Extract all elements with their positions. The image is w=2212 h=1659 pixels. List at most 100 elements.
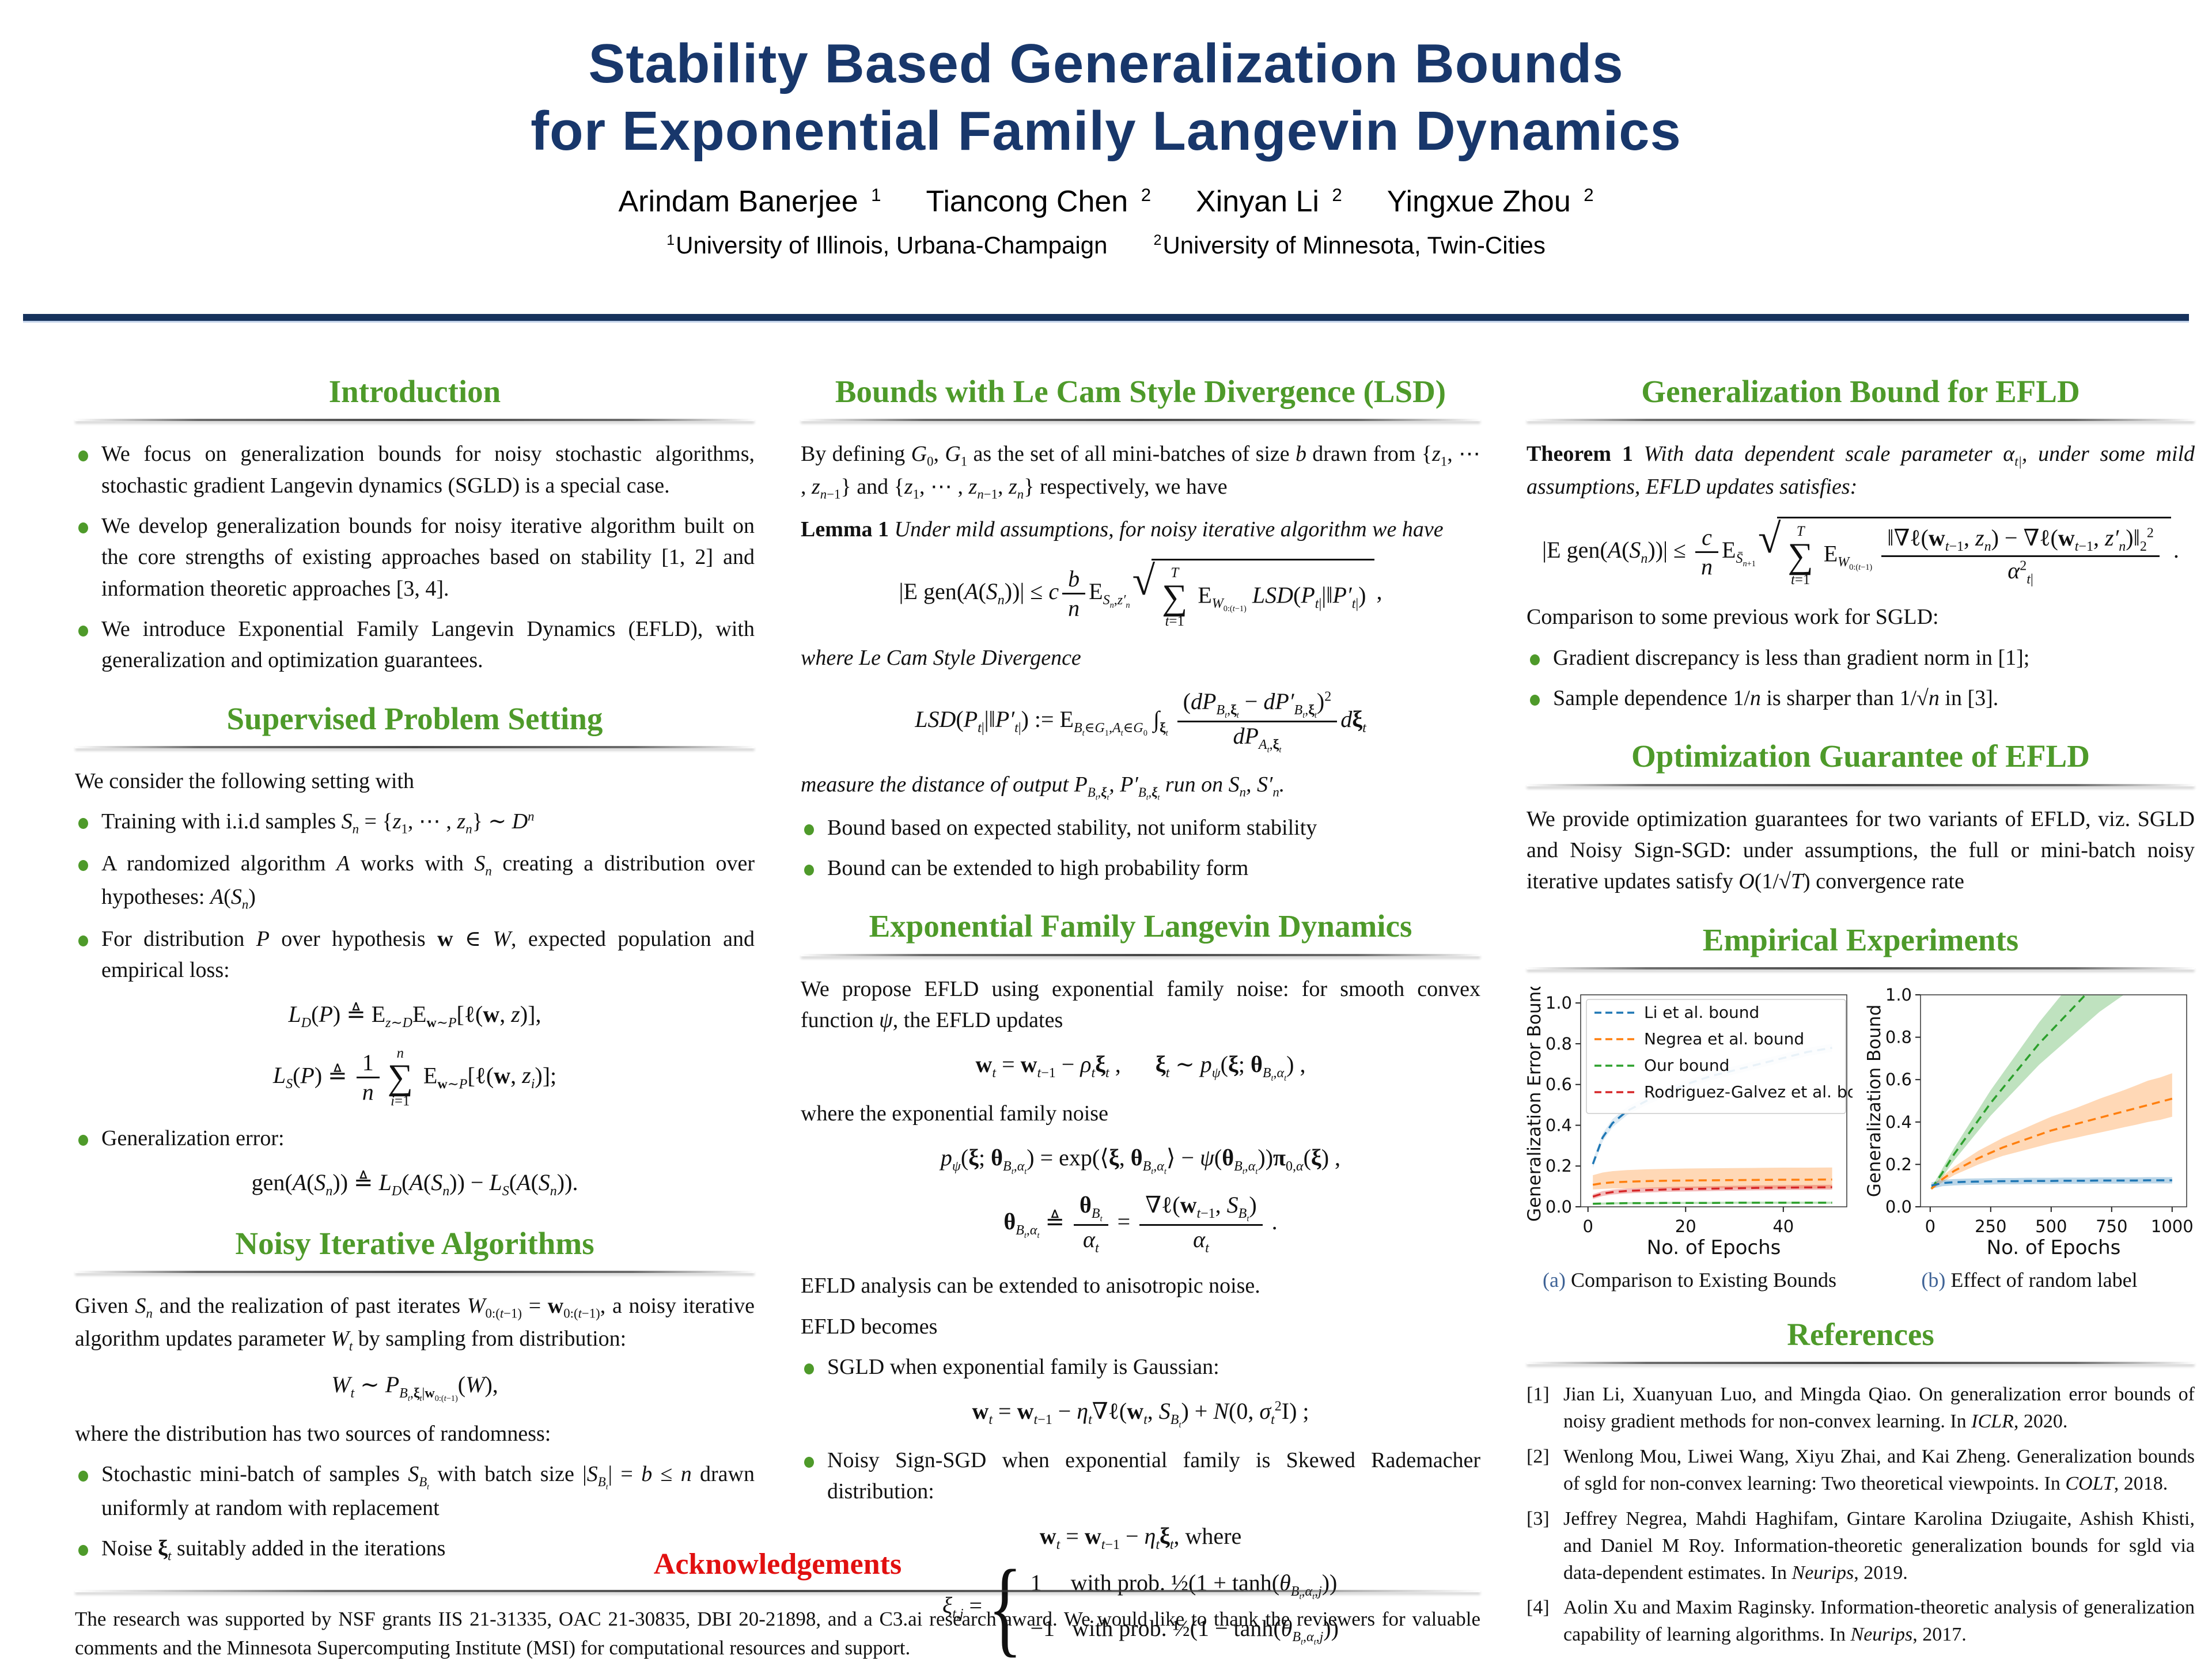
- section-heading-optimization-guarantee: Optimization Guarantee of EFLD: [1631, 738, 2090, 774]
- svg-text:40: 40: [1772, 1217, 1794, 1236]
- svg-text:Generalization Error Bound: Generalization Error Bound: [1527, 987, 1545, 1222]
- lemma-text: Under mild assumptions, for noisy iterat…: [894, 517, 1444, 541]
- heading-rule: [1527, 1362, 2195, 1365]
- svg-text:0: 0: [1925, 1217, 1936, 1236]
- efld-bullet-sgld: SGLD when exponential family is Gaussian…: [801, 1351, 1480, 1382]
- theorem-text: With data dependent scale parameter αt|,…: [1527, 442, 2195, 499]
- heading-rule: [75, 1589, 1480, 1592]
- affiliation-2: 2University of Minnesota, Twin-Cities: [1153, 232, 1546, 259]
- lsd-bullet-1: Bound based on expected stability, not u…: [801, 812, 1480, 843]
- svg-text:1.0: 1.0: [1546, 993, 1572, 1013]
- lsd-paragraph-2: where Le Cam Style Divergence: [801, 646, 1081, 671]
- sps-bullet-3: For distribution P over hypothesis w ∈ W…: [75, 923, 755, 986]
- affiliation-1: 1University of Illinois, Urbana-Champaig…: [666, 232, 1108, 259]
- formula-sgld-update: wt = wt−1 − ηt∇ℓ(wt, SBt) + N(0, σt2I) ;: [972, 1398, 1309, 1430]
- svg-text:250: 250: [1975, 1217, 2006, 1236]
- poster-title: Stability Based Generalization Bounds fo…: [0, 30, 2212, 165]
- svg-text:0: 0: [1582, 1217, 1593, 1236]
- chart-a-caption-text: Comparison to Existing Bounds: [1570, 1268, 1836, 1291]
- column-left: Introduction We focus on generalization …: [75, 358, 755, 1575]
- svg-text:0.0: 0.0: [1546, 1197, 1572, 1217]
- affiliations-line: 1University of Illinois, Urbana-Champaig…: [0, 232, 2212, 259]
- svg-text:0.8: 0.8: [1546, 1034, 1572, 1054]
- intro-bullet-3: We introduce Exponential Family Langevin…: [75, 613, 755, 676]
- chart-b-caption-text: Effect of random label: [1950, 1268, 2138, 1291]
- header-rule: [23, 314, 2189, 323]
- svg-text:Our bound: Our bound: [1644, 1056, 1729, 1075]
- charts-row: 0 20 40 0.0 0.2 0.4 0.6 0.8 1.0 No. of Epochs Gene…: [1527, 987, 2195, 1292]
- svg-text:750: 750: [2096, 1217, 2127, 1236]
- chart-b-caption-label: (b): [1921, 1268, 1946, 1291]
- heading-rule: [75, 419, 755, 422]
- heading-rule: [801, 419, 1480, 422]
- acknowledgements-section: Acknowledgements The research was suppor…: [75, 1547, 1480, 1659]
- section-heading-generalization-bound: Generalization Bound for EFLD: [1641, 374, 2080, 409]
- svg-text:0.6: 0.6: [1546, 1075, 1572, 1094]
- svg-text:No. of Epochs: No. of Epochs: [1647, 1236, 1781, 1259]
- heading-rule: [1527, 419, 2195, 422]
- chart-b: 0 250 500 750 1000 0.0 0.2 0.4 0.6 0.8 1.0 No. of E…: [1866, 987, 2192, 1292]
- lsd-paragraph-1: By defining G0, G1 as the set of all min…: [801, 442, 1481, 502]
- section-heading-empirical-experiments: Empirical Experiments: [1702, 922, 2019, 957]
- nia-paragraph-2: where the distribution has two sources o…: [75, 1421, 551, 1446]
- chart-a-plot: 0 20 40 0.0 0.2 0.4 0.6 0.8 1.0 No. of Epochs Gene…: [1527, 987, 1853, 1262]
- author-1: Arindam Banerjee 1: [618, 184, 881, 219]
- formula-theta-definition: θBt,αt ≜ θBt αt = ∇ℓ(wt−1, SBt) αt .: [1003, 1191, 1278, 1256]
- lsd-lemma: Lemma 1 Under mild assumptions, for nois…: [801, 514, 1480, 545]
- svg-text:Negrea et al. bound: Negrea et al. bound: [1644, 1029, 1804, 1048]
- section-heading-noisy-iterative-algorithms: Noisy Iterative Algorithms: [235, 1225, 594, 1261]
- heading-rule: [75, 745, 755, 748]
- section-heading-references: References: [1787, 1316, 1934, 1352]
- svg-text:0.4: 0.4: [1885, 1112, 1912, 1132]
- svg-text:No. of Epochs: No. of Epochs: [1987, 1236, 2121, 1259]
- section-heading-lsd: Bounds with Le Cam Style Divergence (LSD…: [835, 374, 1446, 409]
- chart-a-caption: (a) Comparison to Existing Bounds: [1527, 1268, 1853, 1292]
- formula-sign-sgd-update: wt = wt−1 − ηtξt, where: [1039, 1522, 1242, 1552]
- sps-bullet-2: A randomized algorithm A works with Sn c…: [75, 848, 755, 914]
- svg-text:1000: 1000: [2151, 1217, 2192, 1236]
- formula-theorem-bound: |E gen(A(Sn))| ≤ c n ES̄n+1 √ T ∑ t=1 EW0:(t−1…: [1542, 515, 2179, 588]
- chart-a-caption-label: (a): [1543, 1268, 1566, 1291]
- formula-generalization-error: gen(A(Sn)) ≜ LD(A(Sn)) − LS(A(Sn)).: [251, 1169, 578, 1199]
- heading-rule: [801, 953, 1480, 956]
- reference-item-4: [4] Aolin Xu and Maxim Raginsky. Informat…: [1527, 1597, 2195, 1646]
- gb-theorem: Theorem 1 With data dependent scale para…: [1527, 438, 2195, 503]
- formula-update-distribution: Wt ∼ PBt,ξt|w0:(t−1)(W),: [331, 1372, 498, 1403]
- formula-lemma-bound: |E gen(A(Sn))| ≤ c b n ESn,z′n √ T ∑ t=1 EW0:(t…: [899, 557, 1382, 629]
- gb-bullet-1: Gradient discrepancy is less than gradie…: [1527, 642, 2195, 673]
- acknowledgements-text: The research was supported by NSF grants…: [75, 1607, 1480, 1659]
- nia-bullet-2: Noise ξt suitably added in the iteration…: [75, 1533, 755, 1566]
- lemma-label: Lemma 1: [801, 517, 889, 541]
- author-2: Tiancong Chen 2: [926, 184, 1152, 219]
- theorem-label: Theorem 1: [1527, 442, 1633, 467]
- heading-rule: [75, 1270, 755, 1273]
- section-heading-efld: Exponential Family Langevin Dynamics: [869, 908, 1412, 944]
- opt-paragraph-1: We provide optimization guarantees for t…: [1527, 806, 2195, 894]
- reference-item-1: [1] Jian Li, Xuanyuan Luo, and Mingda Qia…: [1527, 1384, 2195, 1432]
- sps-bullet-4: Generalization error:: [75, 1123, 755, 1154]
- nia-bullet-1: Stochastic mini-batch of samples SBt wit…: [75, 1459, 755, 1524]
- reference-item-2: [2] Wenlong Mou, Liwei Wang, Xiyu Zhai, a…: [1527, 1445, 2195, 1494]
- svg-text:Li et al. bound: Li et al. bound: [1644, 1003, 1759, 1022]
- section-heading-introduction: Introduction: [328, 374, 501, 409]
- svg-text:1.0: 1.0: [1885, 987, 1912, 1005]
- heading-rule: [1527, 783, 2195, 786]
- author-4: Yingxue Zhou 2: [1387, 184, 1594, 219]
- reference-item-3: [3] Jeffrey Negrea, Mahdi Haghifam, Ginta…: [1527, 1508, 2195, 1584]
- efld-paragraph-3: EFLD analysis can be extended to anisotr…: [801, 1274, 1260, 1298]
- sps-bullet-1: Training with i.i.d samples Sn = {z1, ⋯ …: [75, 806, 755, 839]
- efld-bullet-sign-sgd: Noisy Sign-SGD when exponential family i…: [801, 1445, 1480, 1508]
- author-3: Xinyan Li 2: [1196, 184, 1342, 219]
- svg-text:0.0: 0.0: [1885, 1197, 1912, 1217]
- section-heading-acknowledgements: Acknowledgements: [653, 1548, 902, 1581]
- efld-paragraph-4: EFLD becomes: [801, 1314, 938, 1339]
- title-line-1: Stability Based Generalization Bounds: [588, 33, 1624, 94]
- svg-text:Rodriguez-Galvez et al. bound: Rodriguez-Galvez et al. bound: [1644, 1082, 1853, 1101]
- formula-exp-family-noise: pψ(ξ; θBt,αt) = exp(⟨ξ, θBt,αt⟩ − ψ(θBt,…: [940, 1145, 1341, 1176]
- title-line-2: for Exponential Family Langevin Dynamics: [531, 100, 1681, 162]
- svg-text:0.4: 0.4: [1546, 1115, 1572, 1135]
- svg-text:0.6: 0.6: [1885, 1070, 1912, 1089]
- column-right: Generalization Bound for EFLD Theorem 1 …: [1527, 358, 2195, 1657]
- gb-bullet-2: Sample dependence 1/n is sharper than 1/…: [1527, 683, 2195, 714]
- formula-efld-update: wt = wt−1 − ρtξt , ξt ∼ pψ(ξ; θBt,αt) ,: [975, 1051, 1306, 1083]
